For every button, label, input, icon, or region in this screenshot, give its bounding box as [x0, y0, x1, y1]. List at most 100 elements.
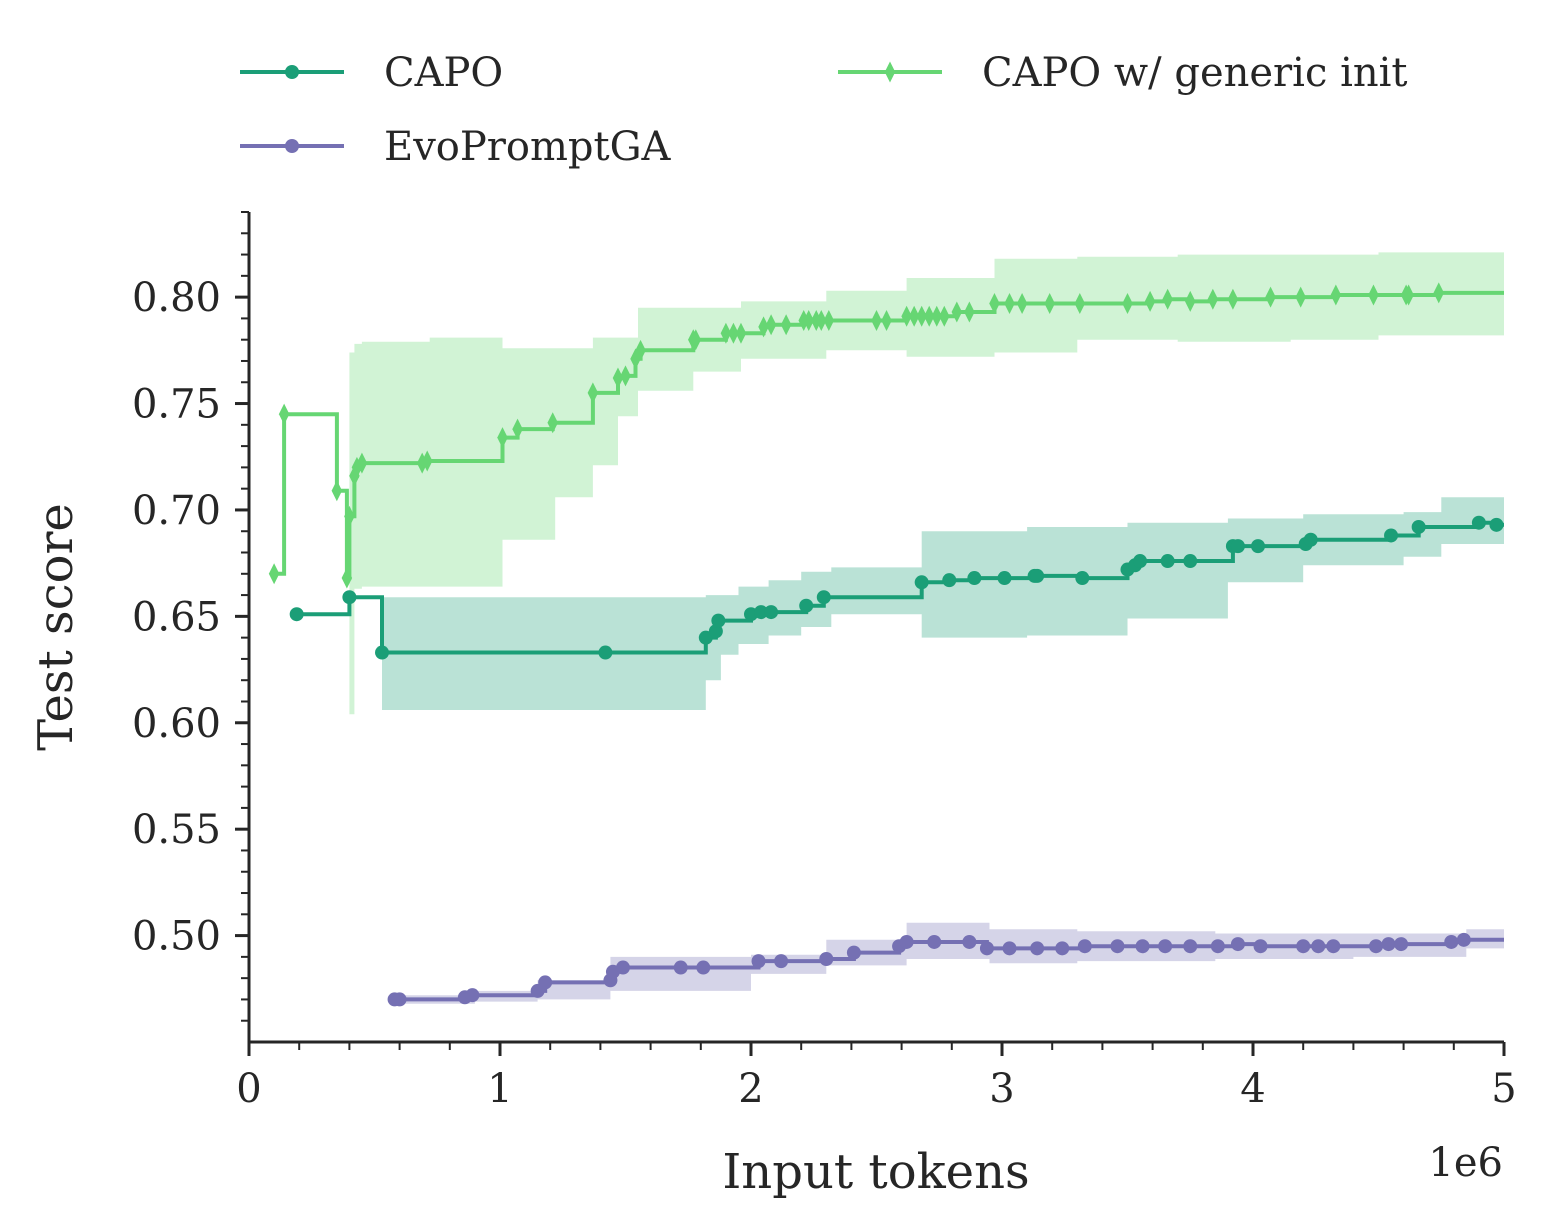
point-capo-w-generic-init: [1330, 284, 1342, 306]
point-evopromptga: [979, 941, 994, 956]
point-evopromptga: [1183, 939, 1198, 954]
point-capo-w-generic-init: [720, 322, 732, 344]
point-capo: [708, 624, 723, 639]
point-capo-w-generic-init: [803, 310, 814, 332]
point-capo: [598, 645, 613, 660]
point-capo: [289, 607, 304, 622]
band-capo-w-generic-init: [349, 252, 1504, 715]
point-capo-w-generic-init: [278, 403, 290, 425]
point-capo: [816, 590, 831, 605]
point-capo: [1160, 554, 1175, 569]
point-capo: [375, 645, 390, 660]
point-evopromptga: [1326, 939, 1341, 954]
point-capo-w-generic-init: [421, 450, 433, 472]
legend-swatch-marker: [285, 65, 299, 79]
x-tick-label: 3: [989, 1066, 1014, 1112]
point-capo-w-generic-init: [635, 339, 646, 361]
point-capo-w-generic-init: [497, 427, 508, 449]
point-capo-w-generic-init: [620, 365, 631, 387]
point-capo-w-generic-init: [823, 310, 835, 332]
point-capo-w-generic-init: [612, 367, 624, 389]
point-evopromptga: [392, 992, 407, 1007]
point-capo-w-generic-init: [512, 418, 523, 440]
point-capo: [914, 575, 929, 590]
point-evopromptga: [819, 952, 834, 966]
point-capo-w-generic-init: [1162, 288, 1173, 310]
point-capo-w-generic-init: [356, 452, 368, 474]
point-capo-w-generic-init: [1368, 284, 1379, 306]
point-capo-w-generic-init: [728, 322, 739, 344]
point-capo: [711, 613, 726, 628]
point-capo-w-generic-init: [989, 293, 1000, 315]
point-evopromptga: [1253, 939, 1268, 954]
point-evopromptga: [1030, 941, 1045, 956]
legend-item: CAPO: [240, 50, 503, 96]
point-evopromptga: [465, 988, 480, 1003]
point-evopromptga: [1381, 937, 1396, 952]
point-capo-w-generic-init: [587, 382, 599, 404]
point-capo-w-generic-init: [1295, 286, 1306, 308]
point-capo-w-generic-init: [268, 563, 280, 585]
legend-swatch-marker: [285, 139, 299, 153]
point-capo: [1384, 528, 1399, 543]
point-capo-w-generic-init: [765, 314, 777, 336]
point-capo-w-generic-init: [780, 314, 792, 336]
point-evopromptga: [1311, 939, 1326, 954]
point-capo-w-generic-init: [1207, 288, 1219, 310]
legend-swatch-marker: [884, 61, 896, 83]
point-evopromptga: [1296, 939, 1311, 954]
point-evopromptga: [846, 945, 861, 960]
point-capo-w-generic-init: [331, 480, 343, 502]
y-tick-label: 0.50: [132, 914, 221, 960]
point-capo-w-generic-init: [547, 412, 558, 434]
point-capo: [997, 571, 1012, 586]
legend-item: EvoPromptGA: [240, 124, 672, 170]
point-evopromptga: [538, 975, 553, 990]
axes: 0 1 2 3 4 5 0.50 0.55 0.60 0.65 0.70 0.75 0.80: [132, 211, 1517, 1112]
point-capo: [1183, 554, 1198, 569]
point-capo-w-generic-init: [901, 305, 912, 327]
point-capo: [1030, 568, 1045, 583]
point-capo-w-generic-init: [1144, 290, 1156, 312]
point-evopromptga: [1055, 941, 1070, 956]
point-capo-w-generic-init: [1227, 288, 1239, 310]
legend: CAPO EvoPromptGA CAPO w/ generic init: [240, 50, 1408, 170]
legend-label: CAPO: [384, 50, 503, 96]
y-tick-label: 0.80: [132, 275, 221, 321]
point-evopromptga: [1394, 937, 1409, 952]
point-capo-w-generic-init: [939, 305, 950, 327]
point-evopromptga: [1230, 937, 1245, 952]
y-tick-label: 0.60: [132, 701, 221, 747]
point-capo-w-generic-init: [908, 305, 920, 327]
series-markers: [268, 282, 1504, 1007]
y-tick-label: 0.75: [132, 382, 221, 428]
point-evopromptga: [751, 954, 766, 969]
point-capo: [799, 598, 814, 613]
point-capo: [1303, 532, 1318, 547]
point-capo-w-generic-init: [341, 567, 353, 589]
point-capo-w-generic-init: [1433, 282, 1444, 304]
point-capo: [754, 605, 769, 620]
y-tick-label: 0.55: [132, 807, 221, 853]
point-evopromptga: [1368, 939, 1383, 954]
point-capo: [764, 605, 779, 620]
point-evopromptga: [1002, 941, 1017, 956]
point-capo-w-generic-init: [871, 310, 882, 332]
point-capo-w-generic-init: [758, 316, 769, 338]
point-evopromptga: [1456, 932, 1471, 947]
x-tick-label: 4: [1240, 1066, 1265, 1112]
point-capo: [342, 590, 357, 605]
point-capo: [1230, 539, 1245, 554]
point-capo-w-generic-init: [964, 301, 975, 323]
point-capo: [1489, 517, 1504, 532]
point-capo-w-generic-init: [1044, 293, 1055, 315]
point-capo-w-generic-init: [951, 301, 963, 323]
point-capo: [698, 630, 713, 645]
legend-label: EvoPromptGA: [384, 124, 672, 170]
point-capo-w-generic-init: [690, 329, 702, 351]
x-tick-label: 1: [487, 1066, 512, 1112]
point-capo: [1411, 519, 1426, 534]
point-evopromptga: [774, 954, 789, 969]
point-evopromptga: [1444, 934, 1459, 949]
